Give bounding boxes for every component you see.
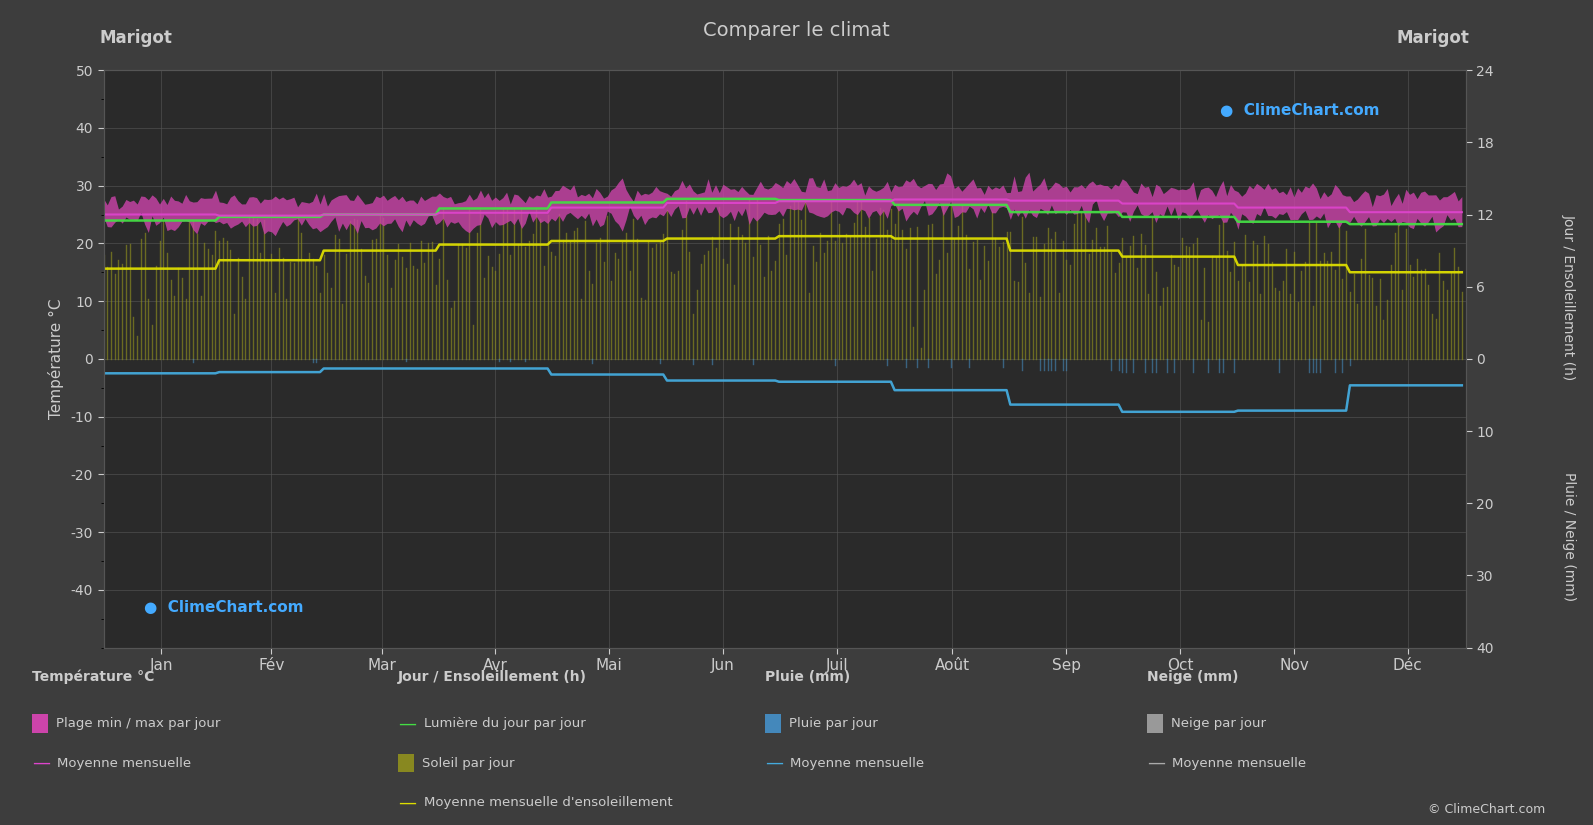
Text: ●  ClimeChart.com: ● ClimeChart.com bbox=[145, 600, 304, 615]
Text: Pluie (mm): Pluie (mm) bbox=[765, 670, 851, 684]
Text: Soleil par jour: Soleil par jour bbox=[422, 757, 515, 770]
Text: Comparer le climat: Comparer le climat bbox=[703, 21, 890, 40]
Text: Plage min / max par jour: Plage min / max par jour bbox=[56, 717, 220, 730]
Text: ●  ClimeChart.com: ● ClimeChart.com bbox=[1220, 103, 1380, 118]
Text: Moyenne mensuelle: Moyenne mensuelle bbox=[790, 757, 924, 770]
Text: Marigot: Marigot bbox=[99, 29, 172, 47]
Text: —: — bbox=[32, 754, 49, 772]
Text: Moyenne mensuelle: Moyenne mensuelle bbox=[1172, 757, 1306, 770]
Text: —: — bbox=[398, 794, 416, 812]
Text: © ClimeChart.com: © ClimeChart.com bbox=[1427, 803, 1545, 816]
Text: Moyenne mensuelle: Moyenne mensuelle bbox=[57, 757, 191, 770]
Text: Jour / Ensoleillement (h): Jour / Ensoleillement (h) bbox=[1563, 214, 1575, 380]
Text: Marigot: Marigot bbox=[1397, 29, 1470, 47]
Text: —: — bbox=[1147, 754, 1164, 772]
Text: —: — bbox=[765, 754, 782, 772]
Text: Neige (mm): Neige (mm) bbox=[1147, 670, 1238, 684]
Text: Moyenne mensuelle d'ensoleillement: Moyenne mensuelle d'ensoleillement bbox=[424, 796, 672, 809]
Text: Pluie / Neige (mm): Pluie / Neige (mm) bbox=[1563, 472, 1575, 601]
Text: Jour / Ensoleillement (h): Jour / Ensoleillement (h) bbox=[398, 670, 588, 684]
Text: —: — bbox=[398, 714, 416, 733]
Text: Neige par jour: Neige par jour bbox=[1171, 717, 1266, 730]
Y-axis label: Température °C: Température °C bbox=[48, 299, 64, 419]
Text: Température °C: Température °C bbox=[32, 669, 155, 684]
Text: Pluie par jour: Pluie par jour bbox=[789, 717, 878, 730]
Text: Lumière du jour par jour: Lumière du jour par jour bbox=[424, 717, 586, 730]
